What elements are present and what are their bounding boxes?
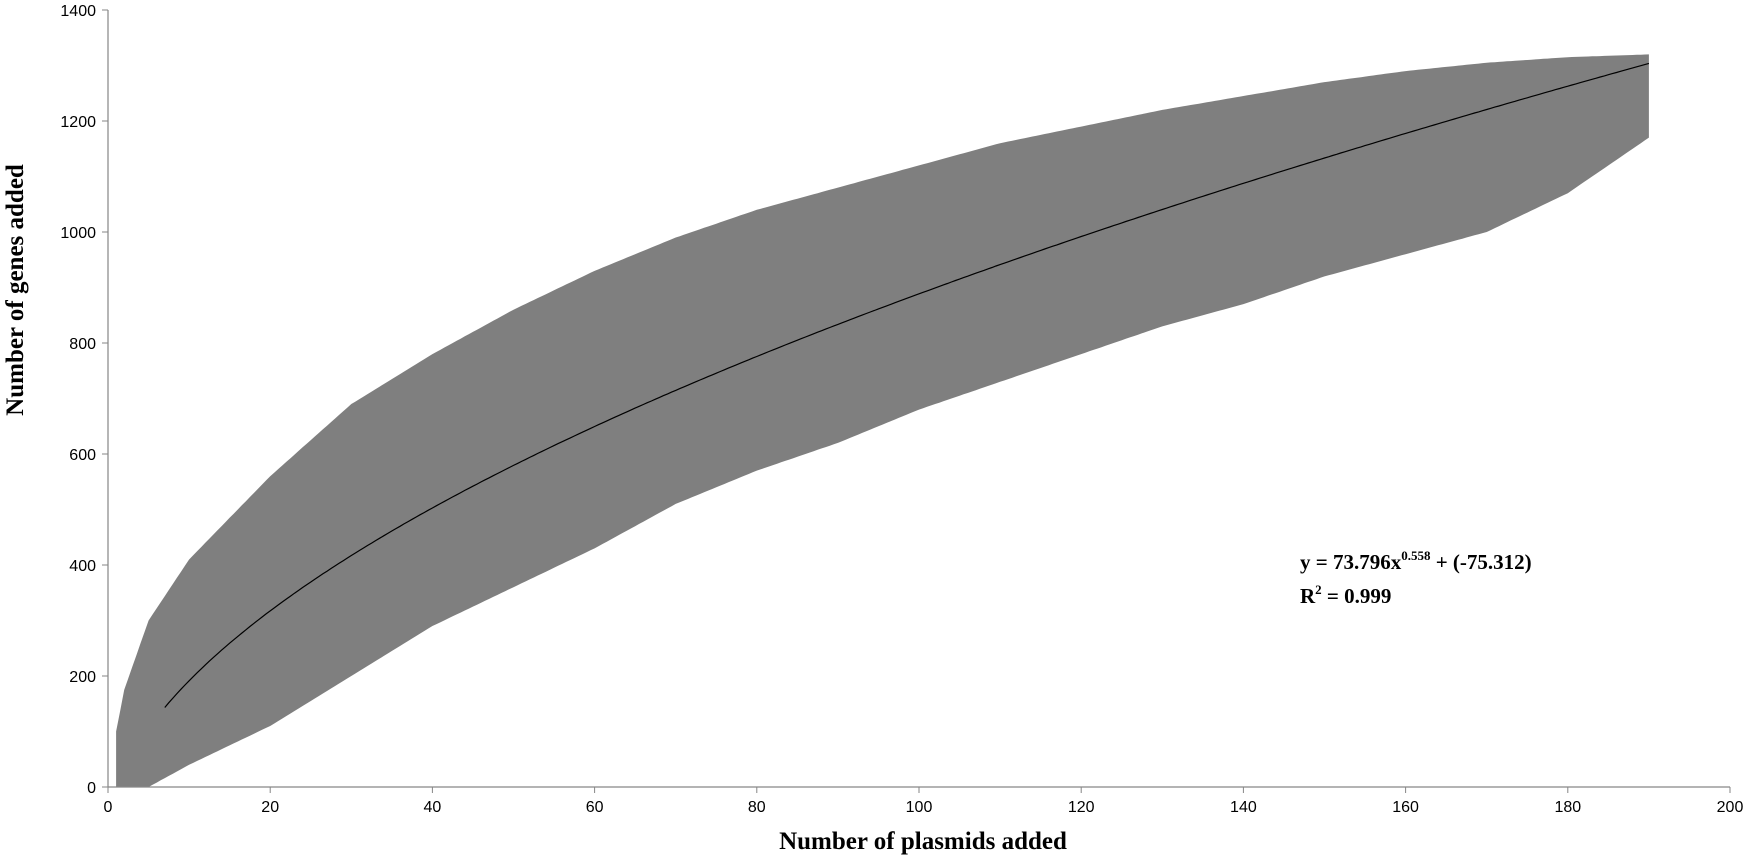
x-tick-label: 80	[748, 799, 766, 816]
x-tick-label: 60	[586, 799, 604, 816]
y-tick-label: 200	[69, 669, 96, 686]
x-tick-label: 120	[1068, 799, 1095, 816]
x-axis-ticks: 0 20 40 60 80 100 120 140 160 180 200	[104, 787, 1744, 816]
r-squared-suffix: = 0.999	[1322, 584, 1392, 608]
y-axis-ticks: 0 200 400 600 800 1000 1200 1400	[60, 3, 108, 797]
y-tick-label: 800	[69, 336, 96, 353]
r-squared: R2 = 0.999	[1300, 582, 1391, 608]
fit-line	[164, 62, 1650, 708]
scatter-edge-points	[113, 0, 1650, 782]
y-tick-label: 0	[87, 780, 96, 797]
x-tick-label: 180	[1554, 799, 1581, 816]
y-tick-label: 1200	[60, 114, 96, 131]
x-tick-label: 40	[424, 799, 442, 816]
fit-equation: y = 73.796x0.558 + (-75.312)	[1300, 548, 1532, 574]
r-squared-exponent: 2	[1315, 582, 1322, 597]
y-tick-label: 400	[69, 558, 96, 575]
y-tick-label: 1000	[60, 225, 96, 242]
x-tick-label: 0	[104, 799, 113, 816]
y-axis-title: Number of genes added	[2, 164, 29, 416]
r-squared-prefix: R	[1300, 584, 1316, 608]
y-tick-label: 1400	[60, 3, 96, 20]
x-tick-label: 160	[1392, 799, 1419, 816]
y-tick-label: 600	[69, 447, 96, 464]
fit-equation-suffix: + (-75.312)	[1430, 550, 1531, 574]
x-tick-label: 200	[1717, 799, 1744, 816]
x-axis-title: Number of plasmids added	[779, 828, 1067, 855]
scatter-cloud	[116, 54, 1649, 787]
x-tick-label: 140	[1230, 799, 1257, 816]
x-tick-label: 100	[906, 799, 933, 816]
fit-equation-prefix: y = 73.796x	[1300, 550, 1402, 574]
fit-equation-exponent: 0.558	[1401, 548, 1431, 563]
x-tick-label: 20	[261, 799, 279, 816]
scatter-cloud-body	[116, 54, 1649, 787]
